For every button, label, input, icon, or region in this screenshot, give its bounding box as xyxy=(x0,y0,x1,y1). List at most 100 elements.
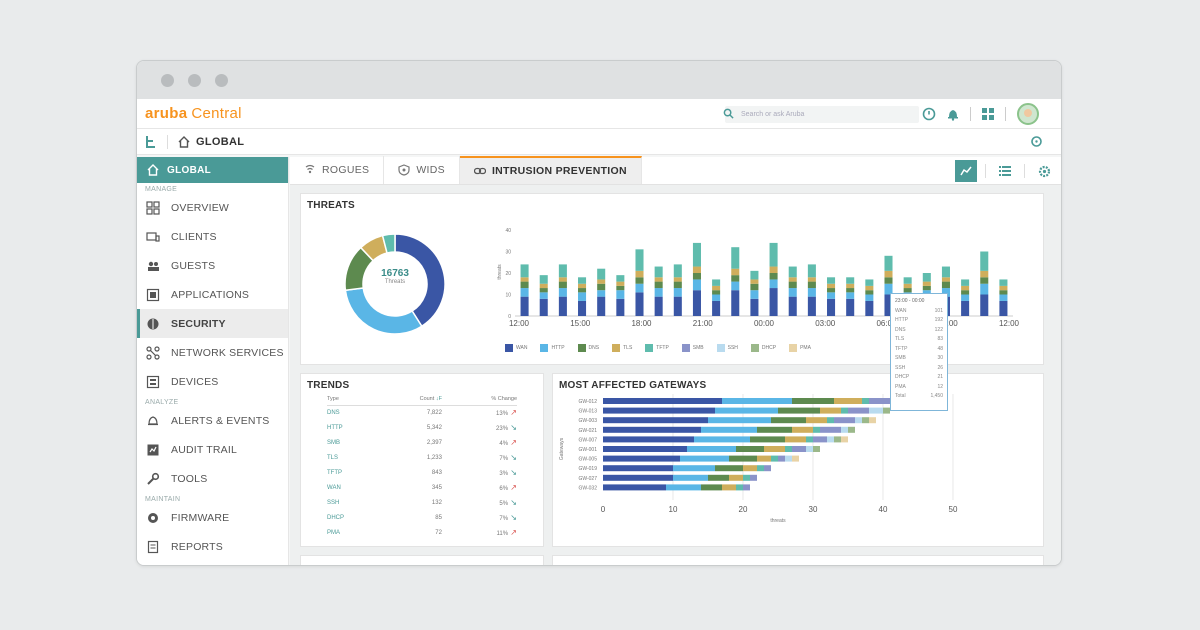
gateway-bar[interactable] xyxy=(603,436,848,443)
bar-segment-dns xyxy=(736,446,764,452)
window-minimize-button[interactable] xyxy=(188,73,201,87)
sidebar-item-devices[interactable]: DEVICES xyxy=(137,367,288,396)
gateway-bar[interactable] xyxy=(603,446,820,452)
legend-item-dhcp[interactable]: DHCP xyxy=(750,344,776,352)
bar-segment-dns xyxy=(757,426,792,433)
gateway-bar[interactable] xyxy=(603,398,925,404)
col-type-header[interactable]: Type xyxy=(327,394,377,406)
table-row[interactable]: WAN 345 6% ↗ xyxy=(327,480,517,495)
legend-item-pma[interactable]: PMA xyxy=(789,344,811,352)
gateway-bar[interactable] xyxy=(603,417,876,424)
bar-stack[interactable] xyxy=(635,249,644,316)
bar-stack[interactable] xyxy=(654,266,663,316)
bar-stack[interactable] xyxy=(846,277,855,316)
sidebar-item-firmware[interactable]: FIRMWARE xyxy=(137,503,288,532)
hierarchy-icon[interactable] xyxy=(145,135,157,149)
bar-segment-http xyxy=(980,283,989,295)
sidebar-item-global[interactable]: GLOBAL xyxy=(137,157,288,183)
bar-stack[interactable] xyxy=(597,268,606,316)
sidebar-item-alerts-events[interactable]: ALERTS & EVENTS xyxy=(137,406,288,435)
list-view-button[interactable] xyxy=(994,160,1016,182)
tab-rogues[interactable]: ROGUES xyxy=(290,156,385,184)
help-icon[interactable] xyxy=(922,107,936,121)
sidebar-item-security[interactable]: SECURITY xyxy=(137,309,288,338)
gateways-bar-chart[interactable]: 0 10 20 30 40 50 threats Gateways GW-012 GW-013 GW… xyxy=(553,384,963,549)
trend-count: 843 xyxy=(431,469,442,476)
sidebar-item-audit-trail[interactable]: AUDIT TRAIL xyxy=(137,435,288,464)
bar-segment-ssh xyxy=(869,407,883,414)
legend-item-tftp[interactable]: TFTP xyxy=(645,344,669,352)
bar-stack[interactable] xyxy=(539,275,548,316)
bar-stack[interactable] xyxy=(673,264,682,316)
bar-segment-dns xyxy=(597,283,606,291)
sidebar-item-clients[interactable]: CLIENTS xyxy=(137,222,288,251)
bar-stack[interactable] xyxy=(999,279,1008,316)
donut-slice-http[interactable] xyxy=(344,287,423,335)
bar-stack[interactable] xyxy=(827,277,836,316)
bell-icon[interactable] xyxy=(947,107,959,121)
bar-segment-wan xyxy=(603,455,680,462)
legend-item-smb[interactable]: SMB xyxy=(681,344,704,352)
bar-stack[interactable] xyxy=(980,251,989,317)
donut-slice-tftp[interactable] xyxy=(381,233,396,254)
table-row[interactable]: PMA 72 11% ↗ xyxy=(327,525,517,540)
table-row[interactable]: SMB 2,397 4% ↗ xyxy=(327,435,517,450)
gateway-bar[interactable] xyxy=(603,465,771,472)
bar-stack[interactable] xyxy=(578,277,587,316)
legend-item-ssh[interactable]: SSH xyxy=(716,344,738,352)
col-count-header[interactable]: Count ↓F xyxy=(376,394,442,406)
gateway-bar[interactable] xyxy=(603,455,799,462)
gateway-bar[interactable] xyxy=(603,407,890,414)
bar-stack[interactable] xyxy=(788,266,797,316)
bar-stack[interactable] xyxy=(712,279,721,316)
apps-grid-icon[interactable] xyxy=(982,108,994,120)
bar-stack[interactable] xyxy=(750,270,759,316)
window-maximize-button[interactable] xyxy=(215,73,228,87)
legend-item-tls[interactable]: TLS xyxy=(612,344,632,352)
threats-time-chart[interactable]: 0 10 20 30 40 threats 12:00 15:00 18:00 21:00 00:0… xyxy=(491,222,1031,367)
breadcrumb-label[interactable]: GLOBAL xyxy=(196,135,245,148)
bar-stack[interactable] xyxy=(769,242,778,316)
gateway-bar[interactable] xyxy=(603,426,855,433)
table-row[interactable]: TLS 1,233 7% ↘ xyxy=(327,450,517,465)
report-icon xyxy=(147,540,159,553)
bar-stack[interactable] xyxy=(558,264,567,316)
bar-stack[interactable] xyxy=(961,279,970,316)
bar-stack[interactable] xyxy=(731,247,740,316)
table-row[interactable]: DNS 7,822 13% ↗ xyxy=(327,405,517,420)
legend-item-wan[interactable]: WAN xyxy=(505,344,527,352)
bar-stack[interactable] xyxy=(884,255,893,316)
table-row[interactable]: TFTP 843 3% ↘ xyxy=(327,465,517,480)
sidebar-item-tools[interactable]: TOOLS xyxy=(137,464,288,493)
threats-total: 16763 xyxy=(381,268,409,279)
user-avatar[interactable] xyxy=(1017,103,1039,125)
legend-item-dns[interactable]: DNS xyxy=(577,344,599,352)
bar-stack[interactable] xyxy=(807,264,816,316)
bar-stack[interactable] xyxy=(865,279,874,316)
sidebar-item-applications[interactable]: APPLICATIONS xyxy=(137,280,288,309)
col-change-header[interactable]: % Change xyxy=(441,394,517,406)
search-input[interactable]: Search or ask Aruba xyxy=(723,106,919,123)
table-row[interactable]: HTTP 5,342 23% ↘ xyxy=(327,420,517,435)
sidebar-item-overview[interactable]: OVERVIEW xyxy=(137,193,288,222)
sidebar-item-guests[interactable]: GUESTS xyxy=(137,251,288,280)
bar-segment-dns xyxy=(778,407,820,414)
chart-view-button[interactable] xyxy=(955,160,977,182)
tab-intrusion-prevention[interactable]: INTRUSION PREVENTION xyxy=(459,156,642,184)
bar-stack[interactable] xyxy=(520,264,529,316)
table-row[interactable]: SSH 132 5% ↘ xyxy=(327,495,517,510)
legend-item-http[interactable]: HTTP xyxy=(540,344,565,352)
bar-stack[interactable] xyxy=(692,242,701,316)
sidebar-item-network-services[interactable]: NETWORK SERVICES xyxy=(137,338,288,367)
bar-stack[interactable] xyxy=(616,275,625,316)
refresh-icon[interactable] xyxy=(1030,135,1043,148)
window-close-button[interactable] xyxy=(161,73,174,87)
gateway-bar[interactable] xyxy=(603,474,757,481)
settings-button[interactable] xyxy=(1033,160,1055,182)
tab-wids[interactable]: WIDS xyxy=(384,156,460,184)
gateway-bar[interactable] xyxy=(603,484,750,491)
table-row[interactable]: DHCP 85 7% ↘ xyxy=(327,510,517,525)
brand-logo[interactable]: aruba Central xyxy=(145,105,242,122)
bar-segment-wan xyxy=(603,446,687,452)
sidebar-item-reports[interactable]: REPORTS xyxy=(137,532,288,561)
